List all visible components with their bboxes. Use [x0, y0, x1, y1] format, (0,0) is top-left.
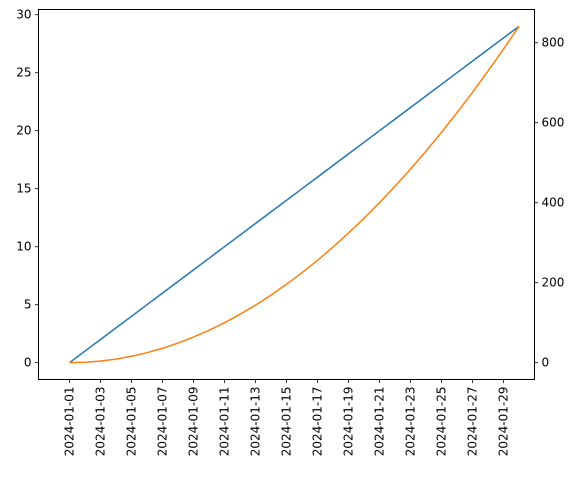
y2-tick-label: 200 — [542, 276, 565, 290]
secondary-y-axis-ticks: 0 200 400 600 800 — [534, 36, 565, 370]
x-tick-label: 2024-01-29 — [497, 387, 511, 457]
x-tick-label: 2024-01-23 — [404, 387, 418, 457]
series-layer — [69, 25, 520, 364]
x-tick-label: 2024-01-03 — [94, 387, 108, 457]
y2-tick-label: 0 — [542, 356, 550, 370]
y2-tick-label: 600 — [542, 116, 565, 130]
x-tick-label: 2024-01-15 — [280, 387, 294, 457]
y2-tick-label: 400 — [542, 196, 565, 210]
x-tick-label: 2024-01-01 — [63, 387, 77, 457]
x-tick-label: 2024-01-09 — [187, 387, 201, 457]
x-tick-label: 2024-01-13 — [249, 387, 263, 457]
y-tick-label: 5 — [24, 298, 32, 312]
y-tick-label: 25 — [16, 66, 31, 80]
y-tick-label: 10 — [16, 240, 31, 254]
x-axis-ticks: 2024-01-01 2024-01-03 2024-01-05 2024-01-07… — [63, 379, 511, 457]
x-tick-label: 2024-01-21 — [373, 387, 387, 457]
x-tick-label: 2024-01-17 — [311, 387, 325, 457]
x-tick-label: 2024-01-27 — [466, 387, 480, 457]
x-tick-label: 2024-01-05 — [125, 387, 139, 457]
y-tick-label: 20 — [16, 124, 31, 138]
y-tick-label: 0 — [24, 356, 32, 370]
x-tick-label: 2024-01-19 — [342, 387, 356, 457]
x-tick-label: 2024-01-11 — [218, 387, 232, 457]
x-tick-label: 2024-01-25 — [435, 387, 449, 457]
y-tick-label: 30 — [16, 8, 31, 22]
y2-tick-label: 800 — [542, 36, 565, 50]
x-tick-label: 2024-01-07 — [156, 387, 170, 457]
y-tick-label: 15 — [16, 182, 31, 196]
y-axis-ticks: 0 5 10 15 20 25 30 — [16, 8, 39, 370]
series-line-2 — [69, 25, 520, 364]
series-line-1 — [69, 25, 520, 364]
